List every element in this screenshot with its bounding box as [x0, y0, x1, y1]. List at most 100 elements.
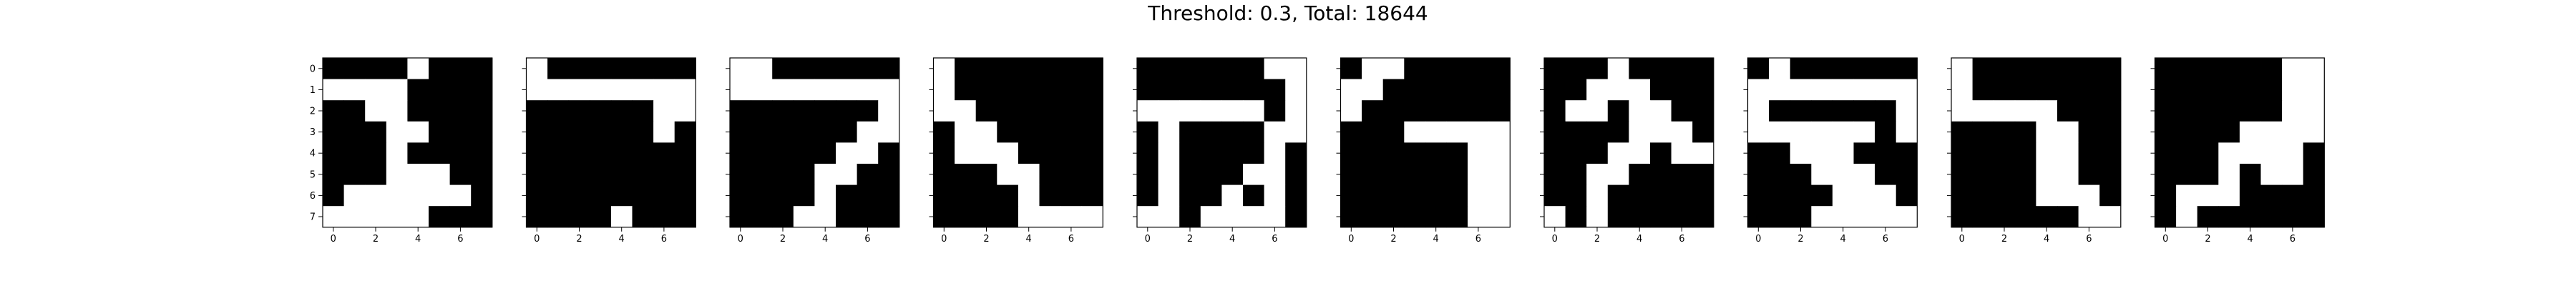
heatmap-cell	[2014, 58, 2036, 79]
heatmap-cell	[814, 100, 836, 122]
heatmap-cell	[1404, 79, 1426, 101]
heatmap-cell	[1018, 164, 1040, 185]
heatmap-cell	[1565, 79, 1587, 101]
x-tick-label: 4	[2044, 234, 2049, 245]
heatmap-cell	[1671, 121, 1693, 143]
heatmap-cell	[449, 79, 472, 101]
heatmap-cell	[836, 121, 857, 143]
heatmap-cell	[857, 58, 879, 79]
heatmap-cell	[1285, 79, 1307, 101]
heatmap-cell	[1972, 142, 1994, 164]
heatmap-cell	[386, 184, 408, 207]
heatmap-cell	[2282, 142, 2304, 164]
heatmap-cell	[751, 164, 773, 185]
heatmap-cell	[1039, 184, 1061, 207]
heatmap-cell	[610, 100, 633, 122]
panel-frame	[1136, 57, 1307, 228]
heatmap-cell	[1951, 58, 1973, 79]
heatmap-cell	[1137, 184, 1158, 207]
heatmap-cell	[933, 100, 955, 122]
heatmap-cell	[1285, 121, 1307, 143]
heatmap-cell	[2078, 164, 2100, 185]
heatmap-cell	[1692, 164, 1714, 185]
heatmap-cell	[2155, 142, 2177, 164]
heatmap-cell	[1811, 164, 1833, 185]
x-tick-label: 0	[1145, 234, 1151, 245]
y-tick-label: 6	[310, 191, 316, 202]
heatmap-cell	[1671, 142, 1693, 164]
heatmap-cell	[1896, 164, 1918, 185]
heatmap-cell	[857, 121, 879, 143]
x-tick-label: 6	[2290, 234, 2296, 245]
heatmap-cell	[1285, 100, 1307, 122]
heatmap-cell	[407, 164, 429, 185]
heatmap-cell	[1629, 79, 1651, 101]
heatmap-cell	[1488, 58, 1511, 79]
heatmap-cell	[610, 184, 633, 207]
panel-frame	[1543, 57, 1714, 228]
heatmap-cell	[1446, 142, 1468, 164]
heatmap-cell	[526, 100, 548, 122]
heatmap-cell	[1221, 121, 1244, 143]
heatmap-cell	[933, 58, 955, 79]
x-tick-label: 4	[1840, 234, 1846, 245]
x-tick-label: 2	[1187, 234, 1193, 245]
heatmap-cell	[449, 58, 472, 79]
heatmap-cell	[1951, 206, 1973, 228]
heatmap-cell	[1264, 58, 1286, 79]
heatmap-cell	[1769, 164, 1791, 185]
heatmap-cell	[1692, 79, 1714, 101]
heatmap-cell	[2099, 79, 2122, 101]
x-tick-label: 4	[415, 234, 421, 245]
heatmap-cell	[653, 121, 675, 143]
heatmap-cell	[2155, 206, 2177, 228]
heatmap-cell	[429, 58, 450, 79]
heatmap-cell	[610, 164, 633, 185]
heatmap-cell	[1853, 184, 1875, 207]
heatmap-cell	[1853, 121, 1875, 143]
heatmap-cell	[933, 184, 955, 207]
heatmap-cell	[1200, 121, 1222, 143]
heatmap-cell	[590, 164, 612, 185]
heatmap-cell	[1994, 100, 2016, 122]
heatmap-cell	[2282, 100, 2304, 122]
heatmap-cell	[975, 184, 997, 207]
heatmap-cell	[674, 58, 696, 79]
heatmap-cell	[1488, 142, 1511, 164]
heatmap-cell	[1081, 79, 1103, 101]
heatmap-cell	[1565, 58, 1587, 79]
heatmap-cell	[429, 121, 450, 143]
heatmap-cell	[955, 164, 977, 185]
heatmap-cell	[1488, 121, 1511, 143]
heatmap-cell	[1692, 206, 1714, 228]
heatmap-cell	[772, 58, 794, 79]
heatmap-cell	[1853, 142, 1875, 164]
heatmap-cell	[772, 142, 794, 164]
heatmap-cell	[1137, 206, 1158, 228]
heatmap-cell	[1179, 206, 1201, 228]
heatmap-cell	[1221, 142, 1244, 164]
heatmap-cell	[1158, 100, 1180, 122]
heatmap-cell	[997, 142, 1019, 164]
heatmap-cell	[1404, 164, 1426, 185]
heatmap-cell	[2057, 79, 2079, 101]
heatmap-cell	[1747, 121, 1770, 143]
heatmap-cell	[471, 58, 493, 79]
y-tick-label: 4	[310, 149, 316, 159]
x-tick-label: 4	[1433, 234, 1439, 245]
x-tick-label: 2	[1594, 234, 1600, 245]
heatmap-cell	[407, 206, 429, 228]
heatmap-cell	[407, 58, 429, 79]
heatmap-cell	[975, 142, 997, 164]
heatmap-cell	[1340, 164, 1362, 185]
heatmap-cell	[386, 206, 408, 228]
heatmap-cell	[1425, 100, 1447, 122]
heatmap-cell	[1544, 206, 1566, 228]
heatmap-cell	[1243, 58, 1264, 79]
heatmap-cell	[449, 206, 472, 228]
heatmap-cell	[1832, 164, 1854, 185]
heatmap-cell	[2260, 184, 2283, 207]
heatmap-cell	[1994, 142, 2016, 164]
heatmap-cell	[1362, 100, 1384, 122]
y-tick-label: 0	[310, 64, 316, 74]
